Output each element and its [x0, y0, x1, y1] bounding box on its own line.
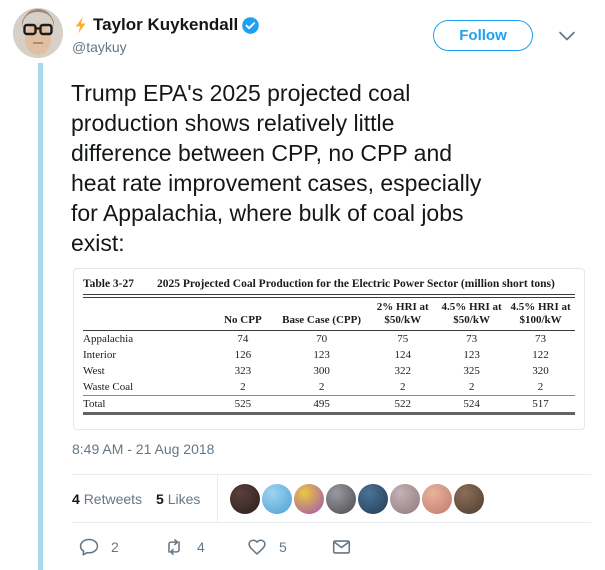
engagement-user-avatar[interactable] — [454, 483, 485, 514]
table-row-label: Waste Coal — [83, 380, 134, 393]
table-cell-value: 2 — [468, 380, 475, 393]
like-count: 5 — [279, 539, 287, 555]
table-column-header: 4.5% HRI at $50/kW — [437, 298, 507, 331]
retweets-count: 4 — [72, 490, 80, 507]
coal-table-header-row: No CPP Base Case (CPP) 2% HRI at $50/kW 4.5… — [83, 298, 575, 331]
engagement-stats-row: 4 Retweets 5 Likes — [72, 475, 485, 522]
table-cell-value: 300 — [313, 364, 330, 377]
tweet-actions-row: 2 4 5 — [78, 536, 414, 558]
retweets-stat[interactable]: 4 Retweets — [72, 491, 142, 507]
table-cell-value: 75 — [397, 332, 409, 345]
liker-avatars — [230, 483, 485, 514]
table-cell-value: 123 — [463, 348, 480, 361]
table-double-rule — [83, 294, 575, 299]
retweets-label: Retweets — [83, 490, 143, 507]
table-cell-value: 323 — [234, 364, 252, 377]
engagement-user-avatar[interactable] — [358, 483, 389, 514]
likes-count: 5 — [156, 490, 164, 507]
table-row-label: Interior — [83, 348, 116, 361]
envelope-icon — [332, 540, 351, 554]
divider-above-stats — [72, 474, 591, 475]
table-row: Interior 126 123 124 123 122 — [83, 347, 575, 363]
table-cell-value: 123 — [313, 348, 330, 361]
table-cell-value: 2 — [318, 380, 325, 393]
table-cell-value: 74 — [237, 332, 249, 345]
table-cell-value: 322 — [394, 364, 412, 377]
engagement-user-avatar[interactable] — [390, 483, 421, 514]
retweet-count: 4 — [197, 539, 205, 555]
likes-stat[interactable]: 5 Likes — [156, 491, 200, 507]
like-button[interactable]: 5 — [246, 536, 330, 558]
table-row: Appalachia 74 70 75 73 73 — [83, 330, 575, 347]
author-avatar[interactable] — [13, 8, 63, 58]
table-row: Waste Coal 2 2 2 2 2 — [83, 379, 575, 396]
author-handle[interactable]: @taykuy — [72, 39, 127, 55]
table-cell-value: 522 — [368, 394, 438, 414]
divider-above-actions — [72, 522, 591, 523]
table-column-header: 4.5% HRI at $100/kW — [506, 298, 575, 331]
reply-button[interactable]: 2 — [78, 536, 162, 558]
table-number-label: Table 3-27 — [83, 278, 135, 290]
table-cell-value: 126 — [234, 348, 252, 361]
verified-badge-icon — [242, 16, 259, 34]
table-cell-value: 524 — [437, 394, 507, 414]
table-cell-value: 320 — [532, 364, 549, 377]
like-heart-icon — [248, 539, 266, 555]
table-cell-value: 517 — [506, 394, 575, 414]
table-row-label: West — [83, 364, 105, 377]
coal-production-table: No CPP Base Case (CPP) 2% HRI at $50/kW 4.5… — [83, 298, 575, 415]
table-column-header: 2% HRI at $50/kW — [368, 298, 438, 331]
engagement-user-avatar[interactable] — [326, 483, 357, 514]
lightning-bolt-icon — [75, 16, 86, 34]
reply-icon — [79, 538, 99, 556]
table-corner-cell — [83, 298, 211, 331]
table-title: 2025 Projected Coal Production for the E… — [157, 278, 555, 290]
author-avatar-image — [13, 8, 63, 58]
table-cell-value: 73 — [466, 332, 478, 345]
table-row-label: Total — [83, 394, 211, 414]
engagement-user-avatar[interactable] — [294, 483, 325, 514]
table-cell-value: 73 — [535, 332, 547, 345]
table-cell-value: 122 — [532, 348, 549, 361]
table-cell-value: 70 — [316, 332, 328, 345]
table-column-header: No CPP — [210, 298, 275, 331]
follow-button[interactable]: Follow — [433, 20, 533, 51]
table-row: Total 525 495 522 524 517 — [83, 394, 575, 414]
table-row: West 323 300 322 325 320 — [83, 363, 575, 379]
table-cell-value: 124 — [394, 348, 412, 361]
table-row-label: Appalachia — [83, 332, 134, 345]
reply-count: 2 — [111, 539, 119, 555]
stats-vertical-divider — [217, 475, 219, 522]
table-cell-value: 325 — [463, 364, 480, 377]
engagement-user-avatar[interactable] — [230, 483, 261, 514]
engagement-user-avatar[interactable] — [262, 483, 293, 514]
table-cell-value: 495 — [274, 394, 369, 414]
coal-table-body: Appalachia 74 70 75 73 73 Interior 126 123 124 123… — [83, 330, 575, 414]
tweet-body-text: Trump EPA's 2025 projected coal producti… — [71, 80, 482, 256]
likes-label: Likes — [167, 490, 201, 507]
engagement-user-avatar[interactable] — [422, 483, 453, 514]
table-cell-value: 525 — [210, 394, 275, 414]
retweet-button[interactable]: 4 — [162, 536, 246, 558]
author-name-row[interactable]: Taylor Kuykendall — [72, 15, 260, 35]
chevron-down-icon[interactable] — [558, 30, 576, 42]
retweet-icon — [168, 539, 180, 555]
author-display-name[interactable]: Taylor Kuykendall — [93, 15, 239, 34]
tweet-timestamp: 8:49 AM - 21 Aug 2018 — [72, 441, 215, 457]
table-caption: Table 3-27 2025 Projected Coal Productio… — [83, 277, 575, 291]
table-cell-value: 2 — [400, 380, 406, 393]
direct-message-button[interactable] — [330, 536, 414, 558]
table-cell-value: 2 — [240, 380, 246, 393]
attached-table-image[interactable]: Table 3-27 2025 Projected Coal Productio… — [73, 268, 585, 430]
thread-connector-line — [38, 63, 43, 570]
table-column-header: Base Case (CPP) — [274, 298, 369, 331]
table-cell-value: 2 — [537, 380, 544, 393]
